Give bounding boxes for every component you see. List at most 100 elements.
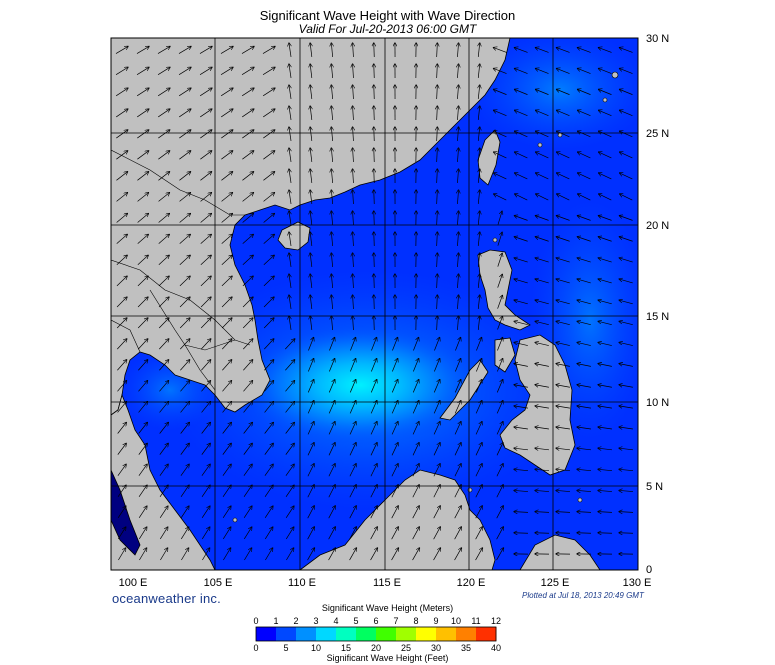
direction-arrow [478, 64, 479, 78]
direction-arrow [620, 194, 633, 201]
direction-arrow [221, 276, 232, 287]
direction-arrow [433, 422, 440, 435]
direction-arrow [412, 464, 419, 477]
direction-arrow [310, 148, 312, 162]
colorbar-tick-feet: 20 [371, 643, 381, 653]
map-frame [110, 37, 639, 571]
direction-arrow [577, 342, 591, 346]
direction-arrow [496, 380, 502, 393]
direction-arrow [494, 173, 507, 180]
direction-arrow [138, 527, 146, 540]
direction-arrow [159, 506, 168, 519]
direction-arrow [328, 443, 335, 456]
direction-arrow [116, 193, 128, 202]
direction-arrow [454, 506, 462, 519]
direction-arrow [159, 464, 168, 476]
direction-arrow [221, 339, 232, 350]
direction-arrow [535, 469, 550, 470]
direction-arrow [457, 169, 458, 184]
colorbar-tick-meters: 6 [373, 616, 378, 626]
direction-arrow [310, 64, 312, 78]
direction-arrow [263, 318, 274, 329]
direction-arrow [331, 190, 332, 205]
direction-arrow [434, 337, 439, 351]
direction-arrow [331, 148, 332, 163]
direction-arrow [514, 321, 528, 326]
direction-arrow [494, 152, 507, 159]
direction-arrow [331, 232, 332, 247]
direction-arrow [136, 88, 149, 97]
direction-arrow [307, 401, 314, 414]
direction-arrow [199, 46, 212, 54]
plotted-timestamp: Plotted at Jul 18, 2013 20:49 GMT [522, 591, 644, 600]
direction-arrow [221, 109, 233, 118]
direction-arrow [433, 485, 440, 498]
colorbar-tick-feet: 35 [461, 643, 471, 653]
direction-arrow [535, 490, 550, 491]
direction-arrow [578, 131, 591, 138]
direction-arrow [433, 527, 441, 540]
latitude-axis: 30 N 25 N 20 N 15 N 10 N 5 N 0 [646, 33, 669, 576]
direction-arrow [391, 548, 399, 561]
colorbar-tick-meters: 4 [333, 616, 338, 626]
direction-arrow [475, 464, 482, 477]
land-sulawesi [519, 534, 601, 570]
direction-arrow [137, 109, 149, 118]
direction-arrow [199, 88, 212, 97]
direction-arrow [577, 216, 591, 221]
direction-arrow [556, 216, 570, 221]
direction-arrow [264, 360, 273, 371]
direction-arrow [515, 89, 528, 95]
direction-arrow [117, 527, 125, 540]
direction-arrow [478, 169, 479, 183]
direction-arrow [457, 274, 458, 289]
colorbar-swatch [336, 627, 357, 641]
direction-arrow [117, 381, 126, 392]
direction-arrow [264, 422, 274, 434]
direction-arrow [222, 506, 231, 519]
direction-arrow [221, 151, 232, 160]
direction-arrow [557, 152, 570, 159]
direction-arrow [535, 448, 549, 450]
direction-arrow [457, 253, 458, 268]
direction-arrow [535, 427, 549, 429]
direction-arrow [201, 506, 210, 519]
direction-arrow [307, 443, 314, 456]
colorbar-tick-feet: 30 [431, 643, 441, 653]
direction-arrow [117, 506, 126, 519]
direction-arrow [117, 360, 126, 371]
direction-arrow [116, 172, 127, 181]
direction-arrow [222, 464, 231, 476]
direction-arrow [353, 64, 354, 79]
direction-arrow [437, 148, 438, 163]
direction-arrow [556, 279, 570, 284]
direction-arrow [116, 109, 128, 118]
direction-arrow [514, 216, 528, 221]
lat-label: 0 [646, 564, 652, 576]
direction-arrow [308, 359, 313, 372]
direction-arrow [137, 234, 149, 244]
direction-arrow [556, 512, 571, 513]
direction-arrow [497, 232, 502, 246]
direction-arrow [535, 533, 550, 534]
direction-arrow [221, 297, 232, 308]
direction-arrow [478, 106, 479, 120]
direction-arrow [494, 110, 507, 117]
direction-arrow [437, 190, 438, 205]
direction-arrow [578, 89, 591, 95]
direction-arrow [457, 85, 458, 100]
lat-label: 5 N [646, 481, 663, 493]
direction-arrow [557, 110, 570, 117]
direction-arrow [263, 130, 274, 139]
direction-arrow [221, 318, 232, 329]
direction-arrow [116, 255, 127, 265]
lon-label: 130 E [623, 577, 652, 589]
direction-arrow [242, 109, 254, 118]
direction-arrow [433, 401, 440, 414]
direction-arrow [116, 234, 128, 244]
direction-arrow [138, 381, 147, 392]
direction-arrow [242, 172, 253, 181]
direction-arrow [620, 131, 633, 138]
direction-arrow [412, 401, 419, 414]
direction-arrow [263, 276, 274, 287]
